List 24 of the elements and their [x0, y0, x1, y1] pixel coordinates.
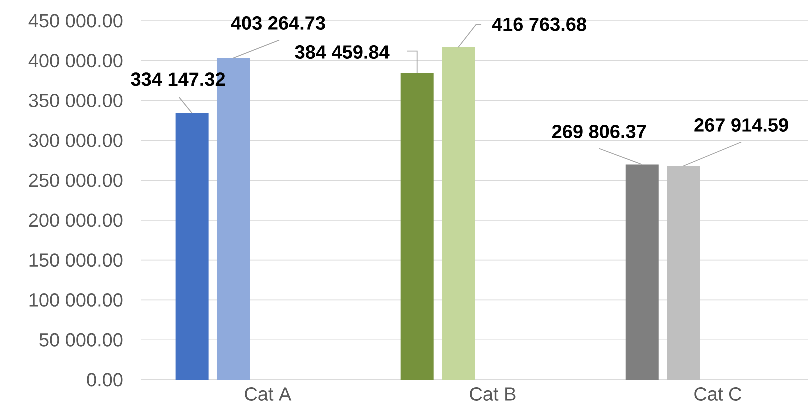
y-tick-label: 250 000.00 — [29, 174, 123, 188]
x-tick-label: Cat A — [245, 388, 292, 401]
bar — [626, 164, 659, 380]
x-tick-label: Cat B — [470, 388, 516, 401]
y-tick-label: 450 000.00 — [28, 14, 123, 28]
data-label: 403 264.73 — [231, 16, 326, 30]
bar — [442, 48, 476, 380]
bar — [667, 166, 700, 380]
data-label: 384 459.84 — [295, 46, 390, 60]
y-tick-label: 150 000.00 — [30, 254, 123, 268]
bar — [400, 73, 434, 380]
y-tick-label: 100 000.00 — [30, 293, 123, 307]
y-tick-label: 0.00 — [87, 373, 123, 387]
data-label: 269 806.37 — [552, 125, 646, 138]
y-tick-label: 200 000.00 — [29, 214, 123, 228]
data-label: 334 147.32 — [131, 72, 226, 86]
data-label: 416 763.68 — [492, 18, 586, 32]
y-tick-label: 350 000.00 — [29, 94, 123, 108]
y-tick-label: 300 000.00 — [29, 134, 123, 148]
x-tick-label: Cat C — [694, 388, 742, 401]
y-tick-label: 400 000.00 — [28, 54, 123, 68]
bar — [176, 113, 209, 380]
data-label: 267 914.59 — [694, 118, 788, 132]
y-tick-label: 50 000.00 — [40, 333, 123, 347]
